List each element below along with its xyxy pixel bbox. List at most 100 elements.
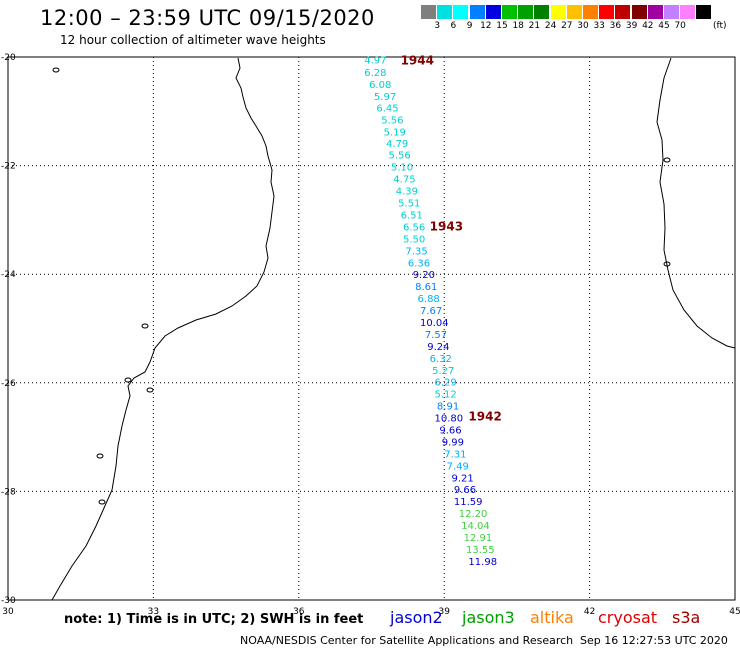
legend-swatch [664,5,679,19]
swh-value: 9.24 [427,342,449,353]
swh-value: 5.12 [435,390,457,401]
lon-tick-label: 39 [438,607,450,617]
legend-swatch [680,5,696,19]
legend-swatch [518,5,534,19]
legend-label: 39 [625,21,638,31]
africa-coastline [51,57,275,601]
legend-swatch [421,5,436,19]
island [96,453,104,459]
lon-tick-label: 36 [293,607,305,617]
lat-tick-label: -24 [1,270,16,280]
pass-labels: 1944 1943 1942 [401,54,502,424]
coastline [51,57,736,601]
swh-value: 6.08 [369,80,391,91]
swh-value: 6.45 [376,103,398,114]
swh-value: 7.35 [405,246,427,257]
lat-tick-label: -28 [1,487,16,497]
legend-label: 12 [480,21,492,31]
lat-tick-label: -30 [1,596,16,606]
swh-value: 6.29 [435,378,457,389]
swh-value: 5.51 [398,199,420,210]
island [663,261,671,267]
island [141,323,149,329]
swh-value: 6.36 [408,258,430,269]
legend-swatch [550,5,566,19]
legend-swatch [437,5,453,19]
swh-value: 10.04 [420,318,449,329]
lon-tick-label: 30 [2,607,14,617]
swh-value: 9.20 [413,270,435,281]
legend-swatch [599,5,615,19]
swh-value: 6.88 [418,294,440,305]
swh-value: 5.27 [432,366,454,377]
lat-tick-label: -26 [1,379,16,389]
map-grid [7,56,736,601]
swh-value: 5.50 [403,234,425,245]
legend-label: 36 [609,21,622,31]
swh-value: 10.80 [435,414,464,425]
satellite-jason2: jason2 [390,608,443,627]
swh-value: 7.31 [444,449,466,460]
legend-swatch [502,5,517,19]
pass-number-label: 1942 [468,409,501,423]
swh-value: 11.98 [468,557,497,568]
swh-value: 8.61 [415,282,437,293]
swh-value: 7.49 [447,461,469,472]
island [52,67,60,73]
legend-swatch [534,5,550,19]
swh-value: 4.79 [386,139,408,150]
legend-unit: (ft) [713,21,727,31]
swh-value: 14.04 [461,521,490,532]
swh-value: 8.91 [437,402,459,413]
legend-swatch [696,5,712,19]
swh-value: 9.21 [451,473,473,484]
legend-swatch [469,5,485,19]
swh-value: 7.67 [420,306,442,317]
lat-tick-label: -20 [1,53,16,63]
island [663,157,671,163]
legend-swatch [485,5,501,19]
swh-value: 6.51 [401,210,423,221]
swh-value: 12.20 [459,509,488,520]
swh-value: 4.97 [364,56,386,67]
swh-value: 13.55 [466,545,495,556]
legend-label: 70 [674,21,686,31]
swh-value: 9.66 [454,485,476,496]
swh-value: 6.28 [364,68,386,79]
page-subtitle: 12 hour collection of altimeter wave hei… [60,33,326,47]
legend-swatch [615,5,631,19]
legend-swatch [631,5,647,19]
legend-label: 45 [658,21,670,31]
swh-value: 4.39 [396,187,418,198]
axis-ticks: 30 33 36 39 42 45 -20 -22 -24 -26 -28 -30 [1,53,740,617]
legend-label: 3 [434,21,441,31]
satellite-cryosat: cryosat [598,608,658,627]
legend-label: 9 [466,21,473,31]
legend-label: 6 [450,21,457,31]
island [124,377,132,383]
lon-tick-label: 42 [584,607,595,617]
legend-swatch [647,5,663,19]
swh-value: 7.57 [425,330,447,341]
satellite-jason3: jason3 [462,608,515,627]
swh-value: 5.10 [391,163,413,174]
legend-label: 30 [577,21,589,31]
swh-value: 6.32 [430,354,452,365]
legend-label: 33 [593,21,605,31]
legend-swatch [566,5,582,19]
page-title: 12:00 – 23:59 UTC 09/15/2020 [40,6,375,30]
madagascar-coastline [656,57,736,349]
lat-tick-label: -22 [1,162,16,172]
swh-value: 5.56 [388,151,410,162]
swh-value: 11.59 [454,497,483,508]
island [146,387,154,393]
island [98,499,106,505]
legend-label: 42 [642,21,654,31]
observations: 4.976.286.085.976.455.565.194.795.565.10… [364,56,497,568]
legend-label: 24 [544,21,557,31]
pass-number-label: 1943 [430,219,463,233]
swh-value: 5.56 [381,115,403,126]
legend-swatch [583,5,598,19]
legend-swatch [453,5,469,19]
